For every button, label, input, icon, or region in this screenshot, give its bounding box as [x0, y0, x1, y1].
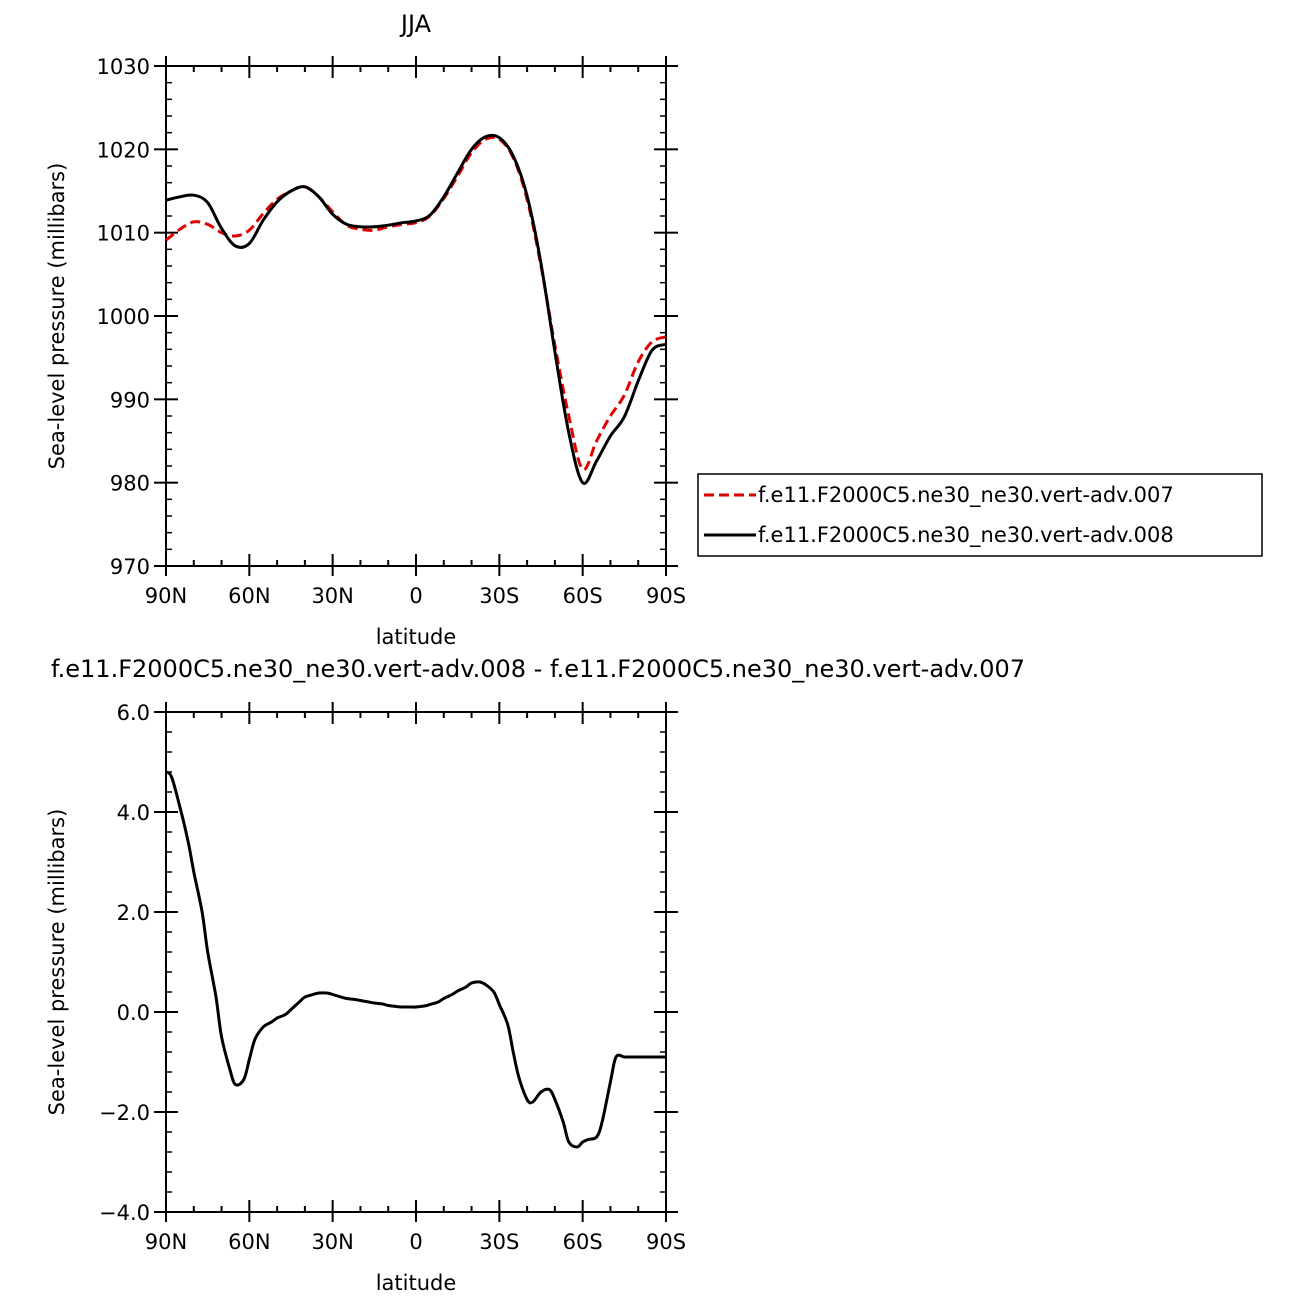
y-tick-label: 2.0: [117, 901, 150, 925]
series-line-0-1: [165, 133, 667, 485]
y-tick-label: 1020: [97, 138, 150, 162]
legend-label-007: f.e11.F2000C5.ne30_ne30.vert-adv.007: [758, 483, 1174, 508]
y-tick-label: 6.0: [117, 701, 150, 725]
bottom-x-axis-label: latitude: [376, 1271, 457, 1295]
x-tick-label: 60S: [563, 1230, 603, 1254]
bottom-y-axis-label: Sea-level pressure (millibars): [45, 809, 69, 1116]
x-tick-label: 90S: [646, 584, 686, 608]
x-tick-label: 30S: [479, 1230, 519, 1254]
y-tick-label: 980: [110, 472, 150, 496]
y-tick-label: 1000: [97, 305, 150, 329]
plot-frame: [165, 711, 667, 1213]
x-tick-label: 90N: [145, 1230, 187, 1254]
x-tick-label: 60N: [228, 584, 270, 608]
y-tick-label: 4.0: [117, 801, 150, 825]
legend: f.e11.F2000C5.ne30_ne30.vert-adv.007 f.e…: [697, 473, 1263, 557]
legend-label-008: f.e11.F2000C5.ne30_ne30.vert-adv.008: [758, 523, 1174, 548]
x-tick-label: 30S: [479, 584, 519, 608]
legend-box: [697, 473, 1263, 557]
series-line-1-0: [165, 770, 666, 1149]
y-tick-label: 0.0: [117, 1001, 150, 1025]
x-tick-label: 90N: [145, 584, 187, 608]
top-chart-title: JJA: [399, 10, 432, 38]
y-tick-label: −4.0: [99, 1201, 150, 1225]
x-tick-label: 90S: [646, 1230, 686, 1254]
y-tick-label: 1030: [97, 55, 150, 79]
x-tick-label: 30N: [311, 584, 353, 608]
y-tick-label: 1010: [97, 222, 150, 246]
bottom-plot-area: 90N 60N 30N 0 30S 60S 90S −4.0 −2.0 0.0 2.0 4.0 6.0: [99, 701, 686, 1254]
top-x-axis-label: latitude: [376, 625, 457, 649]
series-line-0-0: [165, 135, 667, 472]
top-plot-area: 90N 60N 30N 0 30S 60S 90S 970 980 990 1000 1010 1020…: [97, 55, 686, 608]
x-tick-label: 0: [409, 584, 422, 608]
plot-frame: [165, 65, 667, 567]
x-tick-label: 30N: [311, 1230, 353, 1254]
top-chart: JJA 90N 60N 30N 0 30S 60S 90S 970 980 990 1000 1010…: [45, 10, 1263, 649]
y-tick-label: −2.0: [99, 1101, 150, 1125]
x-tick-label: 60N: [228, 1230, 270, 1254]
y-tick-label: 970: [110, 555, 150, 579]
bottom-chart-title: f.e11.F2000C5.ne30_ne30.vert-adv.008 - f…: [51, 655, 1025, 683]
x-tick-label: 60S: [563, 584, 603, 608]
top-y-axis-label: Sea-level pressure (millibars): [45, 163, 69, 470]
y-tick-label: 990: [110, 388, 150, 412]
x-tick-label: 0: [409, 1230, 422, 1254]
bottom-chart: f.e11.F2000C5.ne30_ne30.vert-adv.008 - f…: [45, 655, 1025, 1295]
